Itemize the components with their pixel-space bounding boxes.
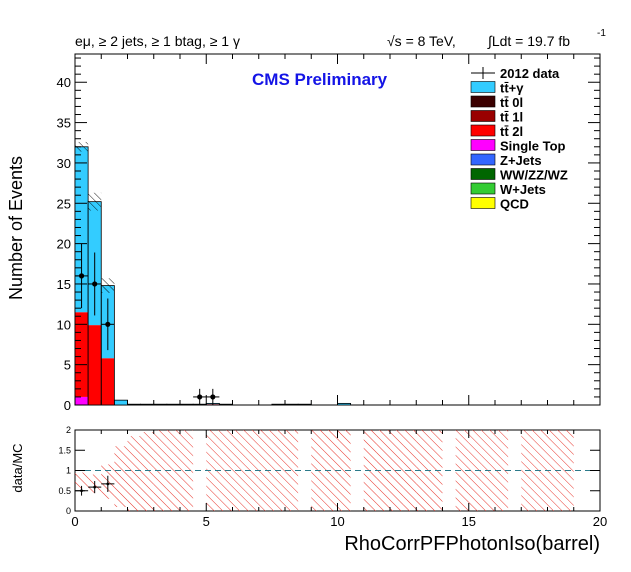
data-point-2 bbox=[105, 321, 111, 327]
stack-outline bbox=[74, 141, 352, 406]
data-point-0 bbox=[78, 273, 85, 279]
data-points bbox=[75, 243, 220, 405]
y-tick-label-15: 15 bbox=[57, 277, 71, 292]
ratio-y-tick-label-0: 0 bbox=[66, 506, 71, 516]
bar-tt-0 bbox=[75, 146, 89, 313]
legend-label-qcd: QCD bbox=[500, 197, 529, 212]
y-tick-label-35: 35 bbox=[57, 116, 71, 131]
y-tick-label-0: 0 bbox=[64, 398, 71, 413]
y-axis-ticks: 0 5 10 15 20 25 30 35 40 bbox=[57, 57, 600, 413]
energy-label: √s = 8 TeV, bbox=[387, 33, 456, 49]
data-point-4 bbox=[210, 394, 216, 400]
ratio-band-bin-29 bbox=[455, 430, 469, 511]
legend-label-tt-1l: tt̄ 1l bbox=[500, 110, 523, 125]
legend-swatch-z-jets bbox=[470, 153, 496, 166]
uncertainty-hatch-1 bbox=[88, 192, 102, 211]
legend-label-tt-2l: tt̄ 2l bbox=[500, 124, 523, 139]
ratio-band-bin-0 bbox=[75, 472, 89, 489]
ratio-point-2 bbox=[106, 482, 110, 486]
bar-tt-16 bbox=[285, 404, 299, 405]
legend-label-w-jets: W+Jets bbox=[500, 182, 546, 197]
ratio-band-bin-7 bbox=[166, 430, 180, 511]
ratio-y-axis-label: data/MC bbox=[10, 443, 25, 492]
x-tick-label-20: 20 bbox=[593, 514, 607, 529]
uncertainty-hatch-2 bbox=[101, 278, 115, 293]
bar-tt-4 bbox=[127, 404, 141, 405]
bar-tt-5 bbox=[140, 404, 154, 405]
bar-tt-8 bbox=[180, 404, 194, 405]
ratio-band-bin-20 bbox=[337, 430, 351, 511]
legend-swatch-tt-1l bbox=[470, 110, 496, 122]
selection-label: eμ, ≥ 2 jets, ≥ 1 btag, ≥ 1 γ bbox=[75, 33, 240, 49]
bar-tt-7 bbox=[166, 404, 180, 405]
y-axis-label: Number of Events bbox=[6, 156, 26, 300]
x-axis-label: RhoCorrPFPhotonIso(barrel) bbox=[344, 533, 600, 555]
x-tick-label-0: 0 bbox=[71, 514, 78, 529]
ratio-y-tick-label-0.5: 0.5 bbox=[58, 486, 71, 496]
x-tick-label-15: 15 bbox=[462, 514, 476, 529]
ratio-band-bin-36 bbox=[547, 430, 561, 511]
bar-tt-3 bbox=[114, 400, 128, 405]
y-tick-label-20: 20 bbox=[57, 237, 71, 252]
uncertainty-hatch-0 bbox=[75, 141, 89, 152]
bar-tt-15 bbox=[271, 404, 285, 405]
ratio-point-1 bbox=[93, 485, 97, 489]
ratio-band-bin-23 bbox=[376, 430, 390, 511]
legend-swatch-tt-2l bbox=[470, 124, 496, 137]
ratio-band-bin-13 bbox=[245, 430, 259, 511]
ratio-band-bin-26 bbox=[416, 430, 430, 511]
ratio-band-bin-5 bbox=[140, 432, 154, 511]
ratio-y-tick-label-2: 2 bbox=[66, 425, 71, 435]
ratio-band-bin-32 bbox=[495, 430, 509, 511]
cms-preliminary-label: CMS Preliminary bbox=[252, 70, 388, 89]
stacked-histogram bbox=[75, 146, 351, 405]
bar-tt-2l-1 bbox=[88, 325, 102, 405]
bar-tt-20 bbox=[337, 403, 351, 405]
bar-single-top-0 bbox=[75, 396, 89, 405]
ratio-band-bin-10 bbox=[206, 430, 220, 511]
x-tick-label-10: 10 bbox=[330, 514, 344, 529]
bar-tt-11 bbox=[219, 404, 233, 405]
legend-swatch-tt-0l bbox=[470, 95, 496, 108]
y-tick-label-10: 10 bbox=[57, 317, 71, 332]
ratio-y-tick-label-1: 1 bbox=[66, 466, 71, 476]
y-tick-label-30: 30 bbox=[57, 156, 71, 171]
bar-tt-2l-0 bbox=[75, 312, 89, 397]
legend-label-ww-zz-wz: WW/ZZ/WZ bbox=[500, 168, 568, 183]
data-point-3 bbox=[197, 394, 203, 400]
ratio-y-tick-label-1.5: 1.5 bbox=[58, 445, 71, 455]
legend-swatch-ww-zz-wz bbox=[470, 168, 496, 180]
legend-label-tt: tt̄+γ bbox=[500, 81, 524, 96]
legend-swatch-qcd bbox=[470, 197, 496, 209]
legend-label-single-top: Single Top bbox=[500, 139, 566, 154]
y-tick-label-5: 5 bbox=[64, 358, 71, 373]
legend-swatch-single-top bbox=[470, 139, 496, 151]
legend-label-z-jets: Z+Jets bbox=[500, 153, 542, 168]
ratio-y-ticks: 0 0.5 1 1.5 2 bbox=[58, 425, 600, 516]
data-point-1 bbox=[92, 281, 98, 287]
legend-label-data: 2012 data bbox=[500, 66, 560, 81]
legend-swatch-w-jets bbox=[470, 182, 496, 195]
bar-tt-6 bbox=[153, 404, 167, 405]
legend-label-tt-0l: tt̄ 0l bbox=[500, 95, 523, 110]
x-axis-ticks bbox=[74, 54, 601, 405]
ratio-band-bin-3 bbox=[114, 446, 128, 507]
ratio-band-bin-4 bbox=[127, 436, 141, 511]
bar-tt-17 bbox=[298, 404, 312, 405]
ratio-band-bin-16 bbox=[285, 430, 299, 511]
lumi-superscript: -1 bbox=[597, 28, 606, 39]
bar-tt-2l-2 bbox=[101, 358, 115, 405]
lumi-label: ∫Ldt = 19.7 fb bbox=[487, 33, 570, 49]
x-tick-label-5: 5 bbox=[203, 514, 210, 529]
legend-swatch-tt bbox=[470, 81, 496, 93]
ratio-x-ticks: 0 5 10 15 20 bbox=[71, 430, 607, 529]
y-tick-label-40: 40 bbox=[57, 75, 71, 90]
y-tick-label-25: 25 bbox=[57, 196, 71, 211]
